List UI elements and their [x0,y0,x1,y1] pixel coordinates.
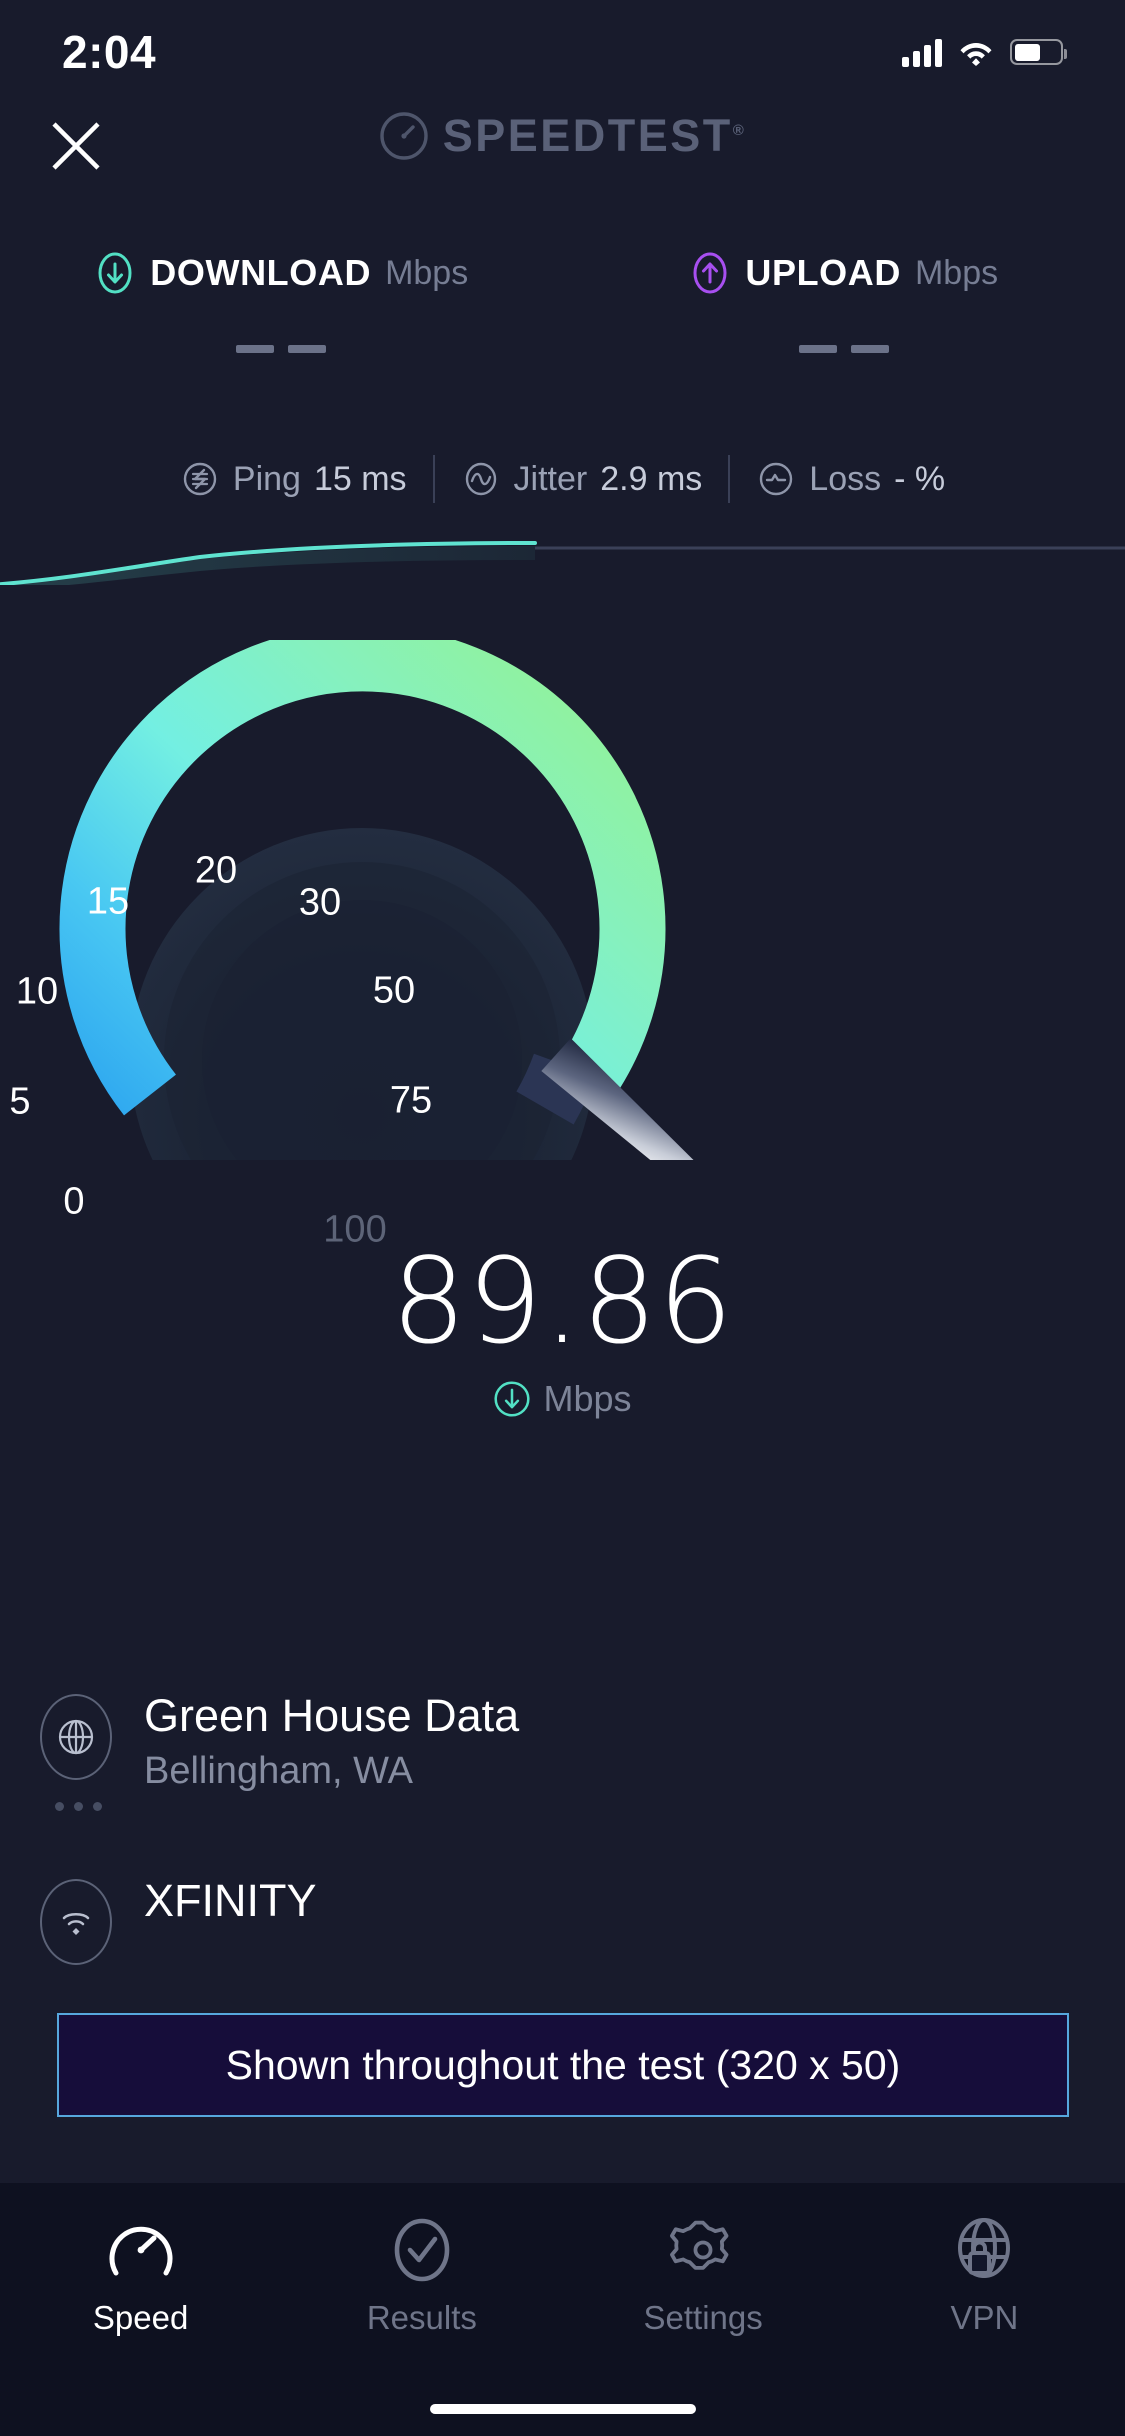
signal-bars-icon [902,37,942,67]
status-icons [902,37,1067,67]
arrow-up-circle-icon [693,252,727,294]
gauge-tick-2: 30 [298,881,342,924]
download-label: DOWNLOAD [150,252,372,293]
brand-label: SPEEDTEST [442,110,733,161]
speed-readout: 89.86 Mbps [0,1242,1125,1420]
check-circle-icon [394,2218,450,2282]
wifi-icon [960,43,992,66]
loss-metric: Loss - % [730,459,971,499]
server-location: Bellingham, WA [144,1750,413,1793]
close-button[interactable] [36,106,116,186]
isp-text: XFINITY [144,1875,317,1927]
speedometer-icon [109,2226,173,2276]
gauge-tick-0: 20 [194,849,238,892]
tab-vpn-label: VPN [950,2299,1019,2336]
download-metric-header[interactable]: DOWNLOAD Mbps [0,252,563,294]
gauge-tick-8: 100 [323,1208,387,1251]
isp-name: XFINITY [144,1875,317,1927]
gauge-arc-filled [59,625,666,1116]
tab-settings[interactable]: Settings [563,2217,844,2337]
brand-trademark: ® [732,122,747,139]
gauge-needle-layer [541,1038,733,1160]
upload-label: UPLOAD [745,252,901,293]
dash-placeholder [236,345,275,353]
jitter-label: Jitter [513,459,588,498]
speed-unit-row: Mbps [0,1378,1125,1420]
status-time: 2:04 [62,26,157,78]
speed-value: 89.86 [391,1232,734,1370]
gauge-needle [541,1038,733,1160]
dash-placeholder [288,345,327,353]
chart-line [0,541,537,585]
download-unit: Mbps [385,253,469,292]
divider [728,455,731,503]
vpn-globe-lock-icon [958,2218,1011,2278]
loss-label: Loss [809,459,882,498]
close-icon [52,122,100,170]
connection-info: Green House Data Bellingham, WA XFINITY [0,1690,1125,1966]
ping-icon [183,462,217,496]
brand-logo: SPEEDTEST® [0,110,1125,162]
battery-icon [1010,39,1067,65]
arrow-down-circle-icon [98,252,132,294]
jitter-icon [465,462,496,496]
bottom-tab-bar: Speed Results Settings [0,2183,1125,2436]
isp-icon-ring [40,1879,112,1966]
app-header: SPEEDTEST® [0,100,1125,190]
tab-settings-label: Settings [643,2299,763,2336]
loss-icon [760,462,793,496]
speedometer-icon [379,112,428,160]
upload-metric-header[interactable]: UPLOAD Mbps [563,252,1125,294]
jitter-metric: Jitter 2.9 ms [435,459,729,499]
upload-value [563,345,1125,353]
server-row[interactable]: Green House Data Bellingham, WA [0,1690,1125,1811]
ad-banner[interactable]: Shown throughout the test (320 x 50) [57,2013,1069,2117]
home-indicator [429,2404,696,2414]
arrow-down-circle-icon [494,1381,531,1417]
globe-icon [58,1719,94,1755]
ping-metric: Ping 15 ms [154,459,433,499]
server-name: Green House Data [144,1690,520,1741]
tab-speed-label: Speed [92,2299,189,2336]
gear-icon [670,2220,729,2270]
wifi-circle-icon [62,1913,90,1936]
chart-glow [0,546,535,585]
server-text: Green House Data Bellingham, WA [144,1690,519,1793]
loss-value: - % [894,459,946,498]
gauge-tick-1: 15 [86,880,130,923]
more-dots-icon[interactable] [55,1802,102,1811]
tab-vpn[interactable]: VPN [844,2217,1125,2337]
tab-speed[interactable]: Speed [0,2217,281,2337]
gauge-tick-7: 0 [63,1180,85,1223]
tab-results[interactable]: Results [281,2217,562,2337]
isp-row[interactable]: XFINITY [0,1875,1125,1966]
metric-values [0,345,1125,353]
download-value [0,345,563,353]
gauge-tick-6: 75 [389,1079,433,1122]
speed-unit: Mbps [543,1378,632,1419]
connection-quality-row: Ping 15 ms Jitter 2.9 ms Loss - % [0,455,1125,503]
gauge-tick-5: 5 [9,1080,31,1123]
gauge-tick-3: 10 [15,970,59,1013]
ad-banner-text: Shown throughout the test (320 x 50) [225,2041,901,2088]
status-bar: 2:04 [0,0,1125,96]
speed-gauge: 20 15 30 10 50 5 75 0 100 [0,625,1125,1292]
metric-headers: DOWNLOAD Mbps UPLOAD Mbps [0,252,1125,294]
tab-results-label: Results [366,2299,477,2336]
dash-placeholder [798,345,837,353]
upload-unit: Mbps [914,253,999,292]
jitter-value: 2.9 ms [600,459,703,498]
server-icon-ring [40,1694,112,1780]
gauge-tick-4: 50 [372,969,416,1012]
dash-placeholder [850,345,889,353]
divider [432,455,435,503]
gauge-dish-core [202,900,522,1220]
ping-value: 15 ms [313,459,407,498]
brand-name: SPEEDTEST® [443,110,747,162]
ping-label: Ping [232,459,301,498]
throughput-progress-chart [0,541,1125,585]
